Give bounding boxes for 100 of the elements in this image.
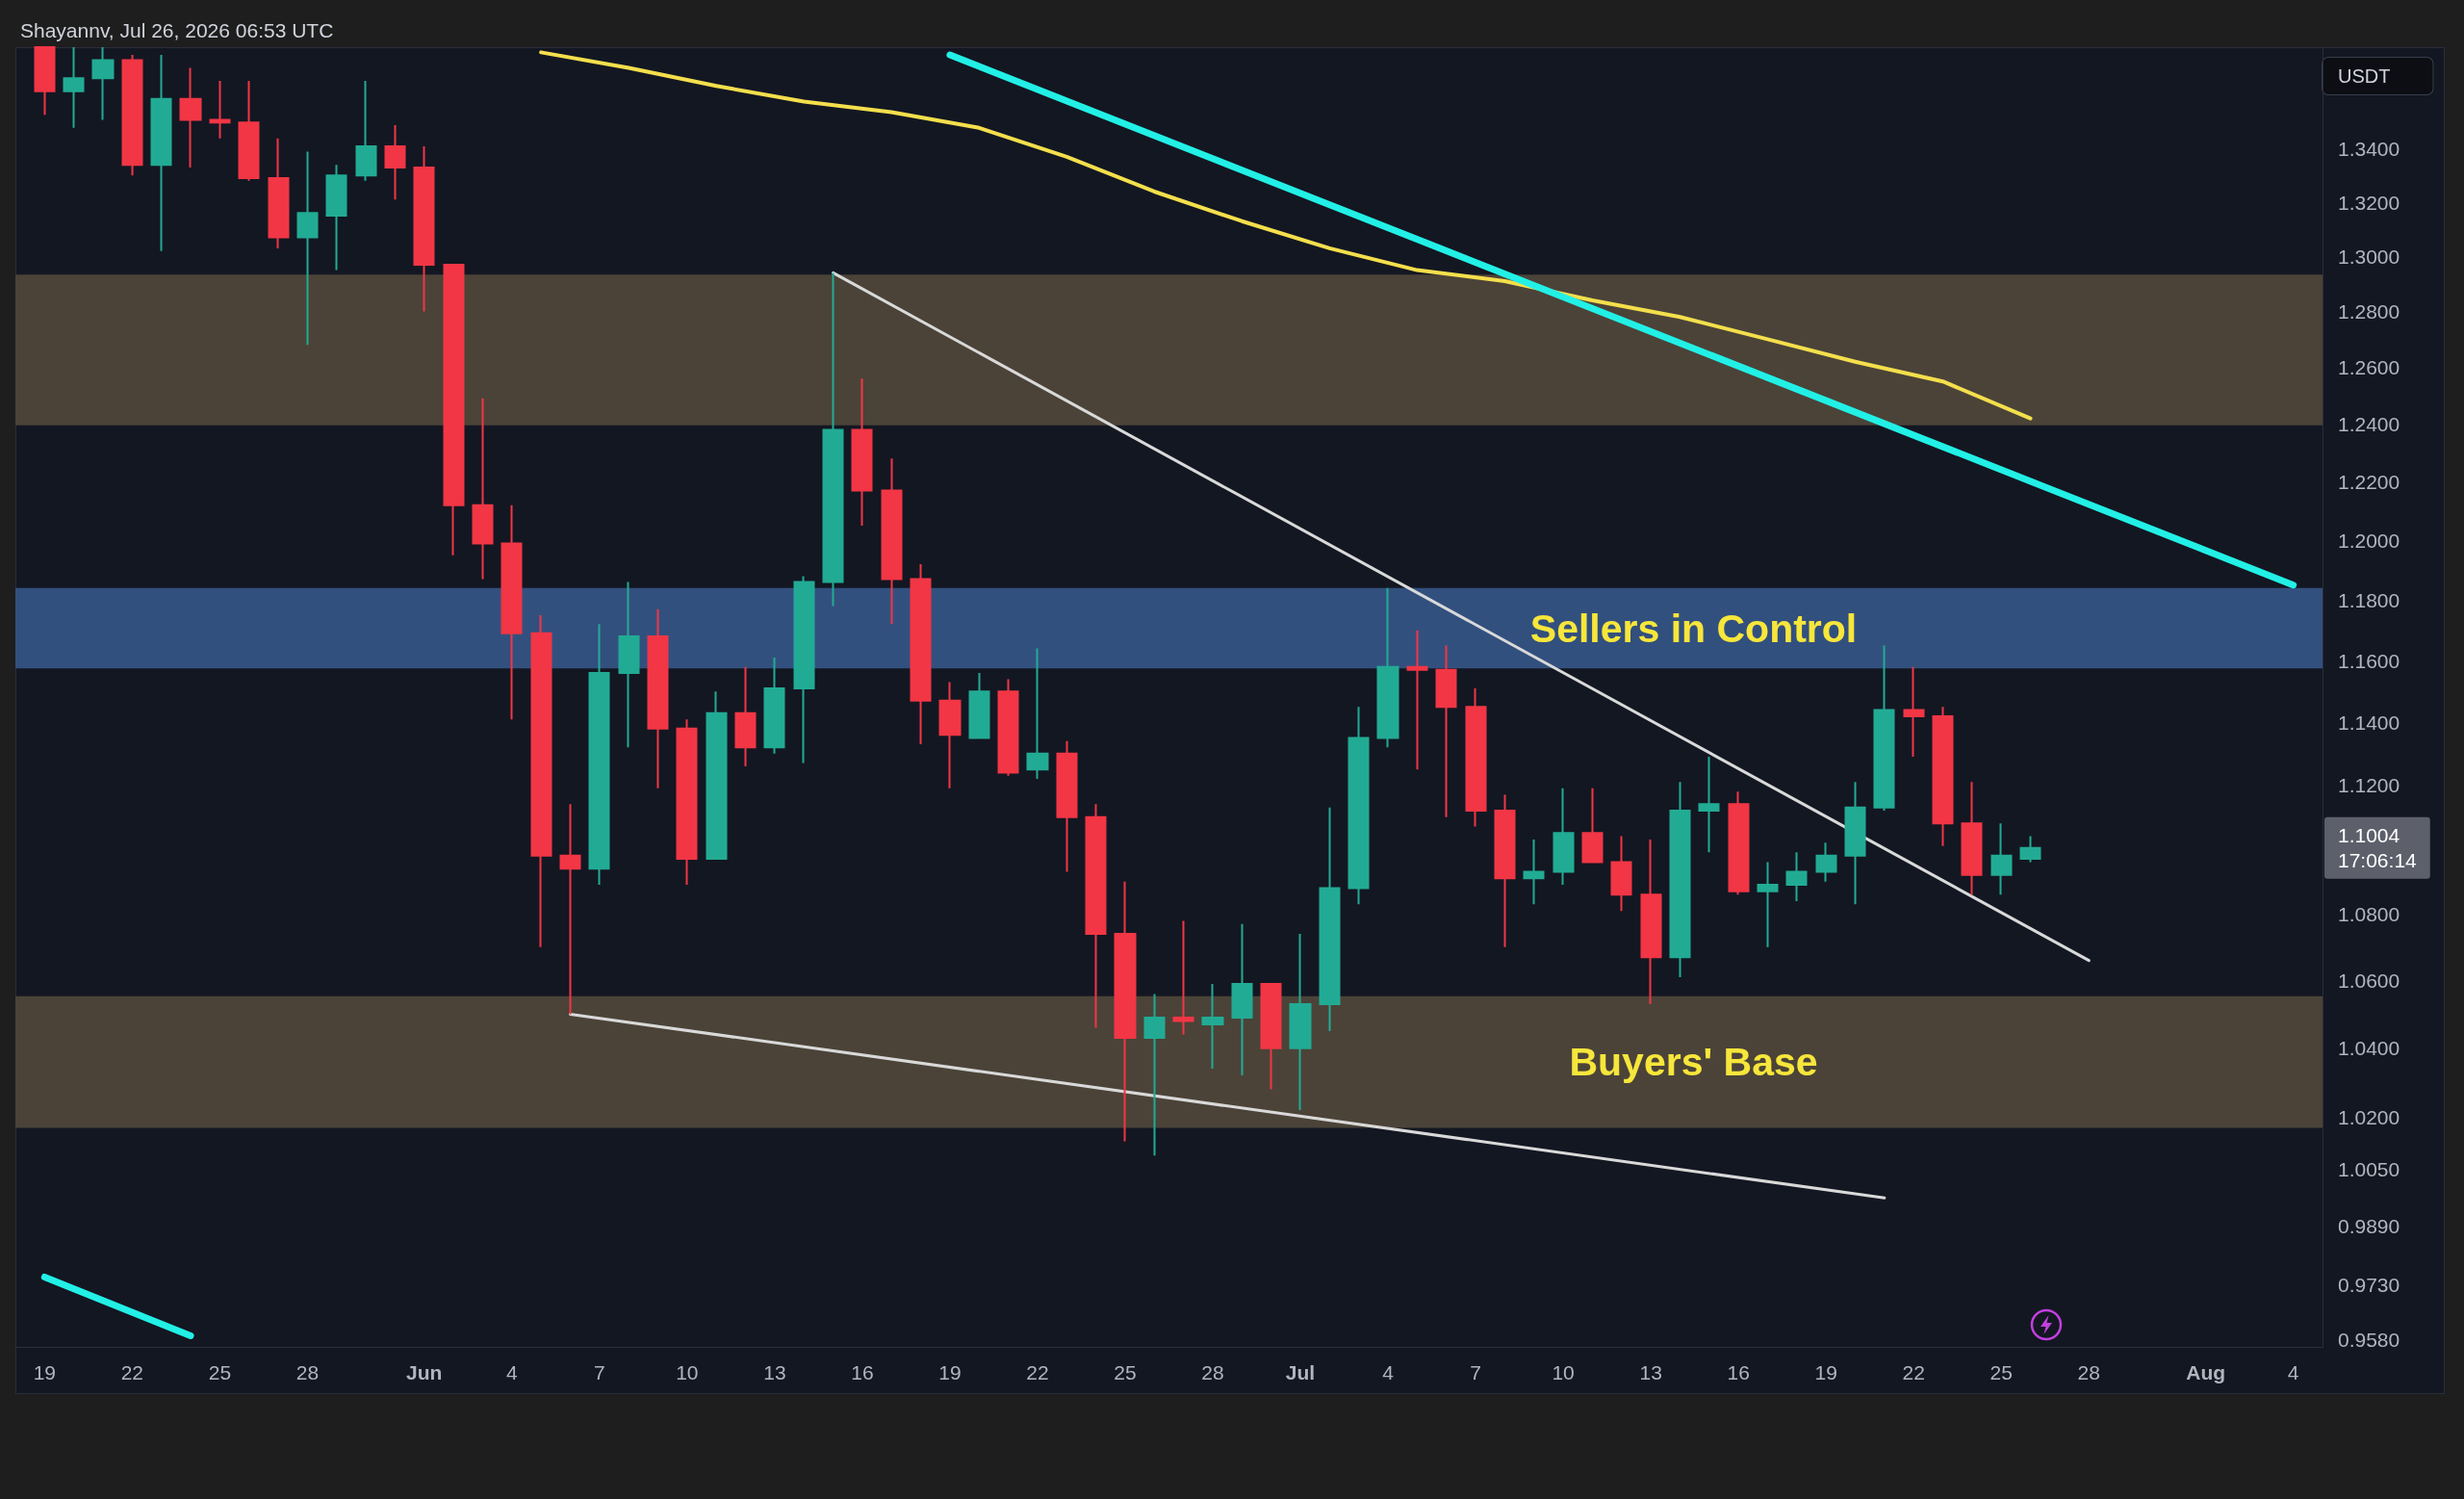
candlestick [588,623,610,887]
candlestick [910,562,932,746]
y-tick-label: 1.2800 [2338,300,2400,323]
y-tick-label: 1.0050 [2338,1158,2400,1181]
y-tick-label: 1.3000 [2338,245,2400,268]
candlestick [472,397,494,581]
candlestick [822,271,844,607]
candlestick [2019,835,2041,864]
x-tick-label: 28 [2077,1361,2100,1383]
candlestick [559,803,581,1016]
x-tick-label: 25 [1114,1361,1137,1383]
x-tick-label: 25 [1989,1361,2013,1383]
candlestick [706,690,728,861]
candlestick [676,718,698,887]
candlestick [618,581,640,749]
x-tick-label: 13 [1639,1361,1662,1383]
candlestick [150,54,172,252]
x-tick-label: 28 [1201,1361,1224,1383]
candlestick [763,657,785,755]
candlestick [938,681,962,789]
candlestick [179,66,202,169]
candlestick [1873,644,1895,812]
x-tick-label: 25 [208,1361,232,1383]
y-tick-label: 1.2400 [2338,413,2400,436]
candlestick [734,665,757,767]
x-tick-label: 19 [938,1361,962,1383]
y-tick-label: 1.3400 [2338,138,2400,161]
y-tick-label: 0.9730 [2338,1273,2400,1296]
x-tick-label: 28 [295,1361,320,1383]
x-tick-label: 19 [1814,1361,1837,1383]
x-tick-label: Jul [1285,1361,1316,1383]
y-tick-label: 1.0600 [2338,969,2400,992]
candlestick [1260,982,1282,1091]
candlestick [1903,665,1925,759]
candlestick [793,575,815,764]
y-tick-label: 1.2600 [2338,356,2400,379]
y-tick-label: 1.1600 [2338,649,2400,672]
x-tick-label: Aug [2186,1361,2226,1383]
candlestick [1961,781,1983,896]
candlestick [121,54,143,177]
chart-title: Shayannv, Jul 26, 2026 06:53 UTC [20,19,334,41]
candlestick [1785,851,1808,902]
candlestick [1757,861,1779,948]
candlestick [881,457,903,626]
y-tick-label: 0.9890 [2338,1215,2400,1238]
candlestick [1698,756,1720,854]
candlestick [1376,586,1399,749]
candlestick [1201,982,1224,1070]
candlestick [296,150,319,347]
candlestick [34,46,56,116]
candlestick [1844,781,1866,906]
x-tick-label: 4 [2287,1361,2299,1383]
x-tick-label: 10 [676,1361,699,1383]
candlestick [500,504,523,721]
candlestick [1610,835,1632,913]
y-tick-label: 1.0200 [2338,1105,2400,1128]
y-tick-label: 1.1400 [2338,711,2400,734]
x-tick-label: 13 [763,1361,786,1383]
candlestick [1319,806,1341,1032]
y-tick-label: 1.1200 [2338,774,2400,797]
candlestick [647,607,669,789]
y-tick-label: 1.2200 [2338,470,2400,493]
candlestick [1085,803,1107,1029]
x-tick-label: 19 [33,1361,57,1383]
x-tick-label: 10 [1552,1361,1575,1383]
x-tick-label: 22 [120,1361,144,1383]
x-tick-label: 22 [1026,1361,1049,1383]
x-tick-label: 4 [1382,1361,1395,1383]
candlestick [1523,838,1545,906]
y-tick-label: 1.0800 [2338,903,2400,926]
candlestick [1465,686,1487,828]
y-tick-label: 1.1004 17:06:14 [2338,824,2418,872]
candlestick [1435,644,1457,818]
candlestick [1815,841,1837,883]
y-tick-label: 1.0400 [2338,1037,2400,1060]
candlestick [1289,933,1312,1111]
candlestick [1348,706,1370,906]
x-tick-label: Jun [406,1361,443,1383]
candlestick [530,613,552,948]
candlestick [63,46,85,129]
candlestick [997,678,1019,777]
candlestick [1114,880,1137,1143]
candlestick [1932,706,1954,847]
candlestick [1553,787,1575,887]
candlestick [1143,993,1166,1157]
candlestick [968,672,990,739]
candlestick [1669,781,1691,978]
x-tick-label: 16 [1727,1361,1750,1383]
candlestick [384,124,406,201]
candlestick [238,79,260,182]
y-tick-label: 1.2000 [2338,529,2400,552]
candlestick [355,79,377,182]
candlestick [1056,739,1078,873]
y-tick-label: 1.1800 [2338,588,2400,611]
candlestick [1581,787,1604,864]
candlestick [1026,647,1049,780]
candlestick [325,164,347,271]
candlestick [1728,790,1750,896]
x-tick-label: 4 [505,1361,518,1383]
candlestick [443,263,465,556]
